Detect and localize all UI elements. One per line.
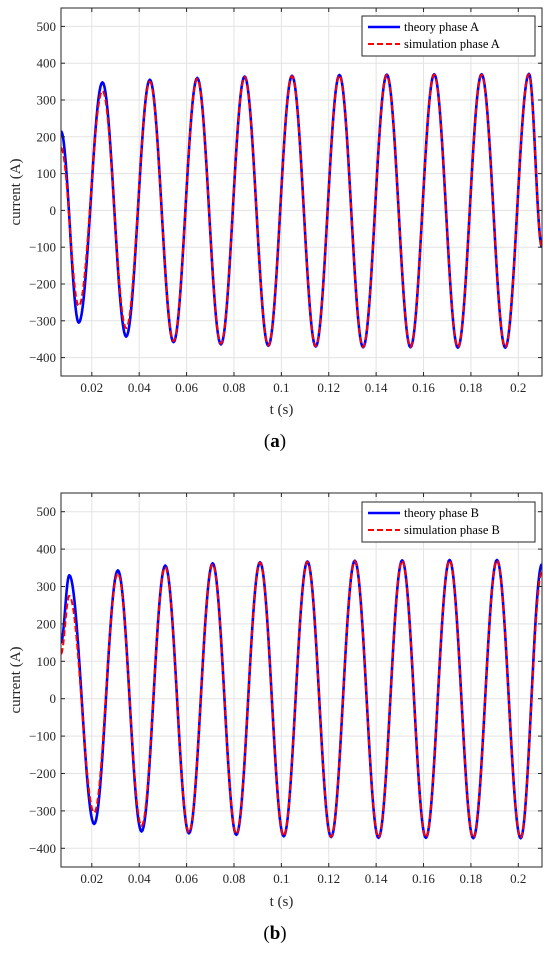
axes-box: [60, 492, 543, 868]
y-tick-label: 100: [37, 654, 57, 669]
y-tick-label: 400: [37, 56, 57, 71]
x-tick-label: 0.06: [175, 380, 198, 395]
legend-entry-label: simulation phase A: [404, 37, 500, 51]
x-tick-label: 0.04: [128, 871, 151, 886]
y-tick-label: 0: [50, 691, 57, 706]
y-tick-label: 500: [37, 19, 57, 34]
y-tick-label: −100: [29, 729, 56, 744]
simulation-series-line: [61, 559, 542, 839]
legend: theory phase A simulation phase A: [361, 15, 536, 57]
legend: theory phase B simulation phase B: [361, 501, 536, 543]
x-tick-label: 0.1: [273, 871, 289, 886]
legend-entry-label: simulation phase B: [404, 523, 500, 537]
x-axis-label: t (s): [270, 894, 294, 910]
y-tick-label: −200: [29, 277, 56, 292]
x-tick-label: 0.18: [460, 871, 483, 886]
y-tick-label: −300: [29, 803, 56, 818]
y-tick-label: −100: [29, 240, 56, 255]
x-tick-label: 0.16: [412, 380, 435, 395]
y-tick-label: −400: [29, 841, 56, 856]
panel-caption: (b): [263, 923, 286, 944]
panel-caption: (a): [264, 431, 286, 452]
x-tick-label: 0.16: [412, 871, 435, 886]
x-tick-label: 0.12: [317, 871, 340, 886]
caption-open: (: [264, 431, 270, 452]
y-tick-label: 400: [37, 542, 57, 557]
x-tick-label: 0.08: [223, 380, 246, 395]
y-tick-label: 100: [37, 166, 57, 181]
legend-entry-label: theory phase B: [404, 506, 479, 520]
caption-close: ): [280, 923, 286, 944]
x-axis-label: t (s): [270, 402, 294, 418]
series-group: [61, 72, 542, 349]
y-tick-label: −400: [29, 350, 56, 365]
x-tick-label: 0.14: [365, 871, 388, 886]
caption-letter: b: [270, 923, 281, 944]
y-tick-label: 200: [37, 129, 57, 144]
x-tick-label: 0.2: [510, 871, 526, 886]
x-tick-label: 0.18: [460, 380, 483, 395]
simulation-series-line: [61, 73, 542, 349]
legend-box: [361, 501, 536, 543]
y-axis-label: current (A): [8, 158, 24, 225]
x-tick-label: 0.02: [80, 871, 103, 886]
x-tick-label: 0.12: [317, 380, 340, 395]
series-group: [61, 558, 542, 840]
caption-close: ): [280, 431, 286, 452]
x-tick-label: 0.14: [365, 380, 388, 395]
axes-box: [60, 7, 543, 377]
y-tick-label: −200: [29, 766, 56, 781]
y-tick-label: 0: [50, 203, 57, 218]
y-tick-label: 200: [37, 616, 57, 631]
y-tick-label: 500: [37, 504, 57, 519]
x-tick-label: 0.08: [223, 871, 246, 886]
y-tick-label: −300: [29, 313, 56, 328]
chart-panel-b: 0.02 0.04 0.06 0.08 0.1 0.12 0.14 0.16 0.18 0.2 −4…: [8, 492, 543, 944]
y-axis-label: current (A): [8, 646, 24, 713]
legend-box: [361, 15, 536, 57]
x-tick-label: 0.1: [273, 380, 289, 395]
x-tick-label: 0.06: [175, 871, 198, 886]
chart-panel-a: 0.02 0.04 0.06 0.08 0.1 0.12 0.14 0.16 0.18 0.2 −4…: [8, 7, 543, 452]
x-tick-label: 0.02: [80, 380, 103, 395]
y-tick-label: 300: [37, 579, 57, 594]
x-tick-label: 0.04: [128, 380, 151, 395]
x-tick-label: 0.2: [510, 380, 526, 395]
caption-open: (: [263, 923, 269, 944]
legend-entry-label: theory phase A: [404, 20, 479, 34]
caption-letter: a: [270, 431, 280, 452]
y-tick-label: 300: [37, 93, 57, 108]
